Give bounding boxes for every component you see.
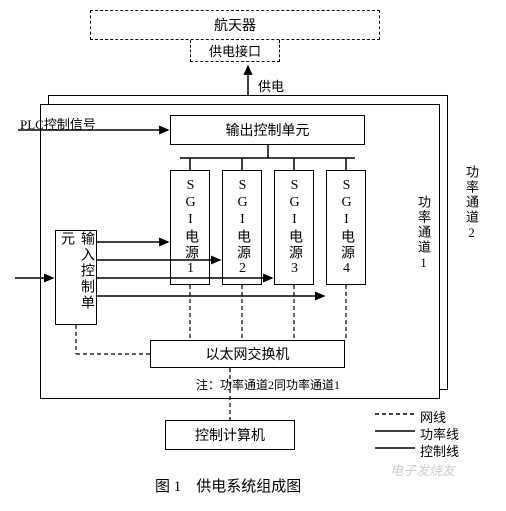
eth-switch-label: 以太网交换机 xyxy=(206,344,290,364)
plc-text: PLC控制信号 xyxy=(20,117,96,132)
legend-net-text: 网线 xyxy=(420,410,446,425)
figure-caption: 图 1 供电系统组成图 xyxy=(155,475,301,496)
input-control-label: 输入控制单元 xyxy=(56,231,96,324)
control-computer-box: 控制计算机 xyxy=(165,420,295,450)
sgi-1-box: SGI电源1 xyxy=(170,170,210,285)
sgi-1-label: SGI电源1 xyxy=(180,178,200,278)
output-control-box: 输出控制单元 xyxy=(170,115,365,145)
power-interface-box: 供电接口 xyxy=(190,40,280,62)
channel1-text: 功率通道1 xyxy=(414,195,433,272)
sgi-3-label: SGI电源3 xyxy=(284,178,304,278)
channel2-label: 功率通道2 xyxy=(462,165,481,246)
sgi-2-label: SGI电源2 xyxy=(232,178,252,278)
spacecraft-box: 航天器 xyxy=(90,10,380,40)
sgi-4-box: SGI电源4 xyxy=(326,170,366,285)
legend-power-text: 功率线 xyxy=(420,427,459,442)
power-supply-label: 供电 xyxy=(258,76,284,95)
sgi-4-label: SGI电源4 xyxy=(336,178,356,278)
input-control-box: 输入控制单元 xyxy=(55,230,97,325)
watermark: 电子发烧友 xyxy=(390,460,455,479)
plc-label: PLC控制信号 xyxy=(20,114,96,133)
watermark-text: 电子发烧友 xyxy=(390,463,455,478)
sgi-3-box: SGI电源3 xyxy=(274,170,314,285)
power-interface-label: 供电接口 xyxy=(209,41,261,60)
diagram-root: 航天器 供电接口 输出控制单元 SGI电源1 SGI电源2 SGI电源3 SGI… xyxy=(0,0,506,511)
power-supply-text: 供电 xyxy=(258,79,284,94)
eth-switch-box: 以太网交换机 xyxy=(150,340,345,368)
note-text: 注：功率通道2同功率通道1 xyxy=(196,378,340,392)
legend-ctrl-text: 控制线 xyxy=(420,444,459,459)
spacecraft-label: 航天器 xyxy=(214,15,256,35)
channel1-label: 功率通道1 xyxy=(414,195,433,276)
channel2-text: 功率通道2 xyxy=(462,165,481,242)
note-label: 注：功率通道2同功率通道1 xyxy=(196,376,340,393)
caption-text: 图 1 供电系统组成图 xyxy=(155,479,301,495)
legend-ctrl-label: 控制线 xyxy=(420,441,459,460)
output-control-label: 输出控制单元 xyxy=(226,120,310,140)
sgi-2-box: SGI电源2 xyxy=(222,170,262,285)
control-computer-label: 控制计算机 xyxy=(195,425,265,445)
